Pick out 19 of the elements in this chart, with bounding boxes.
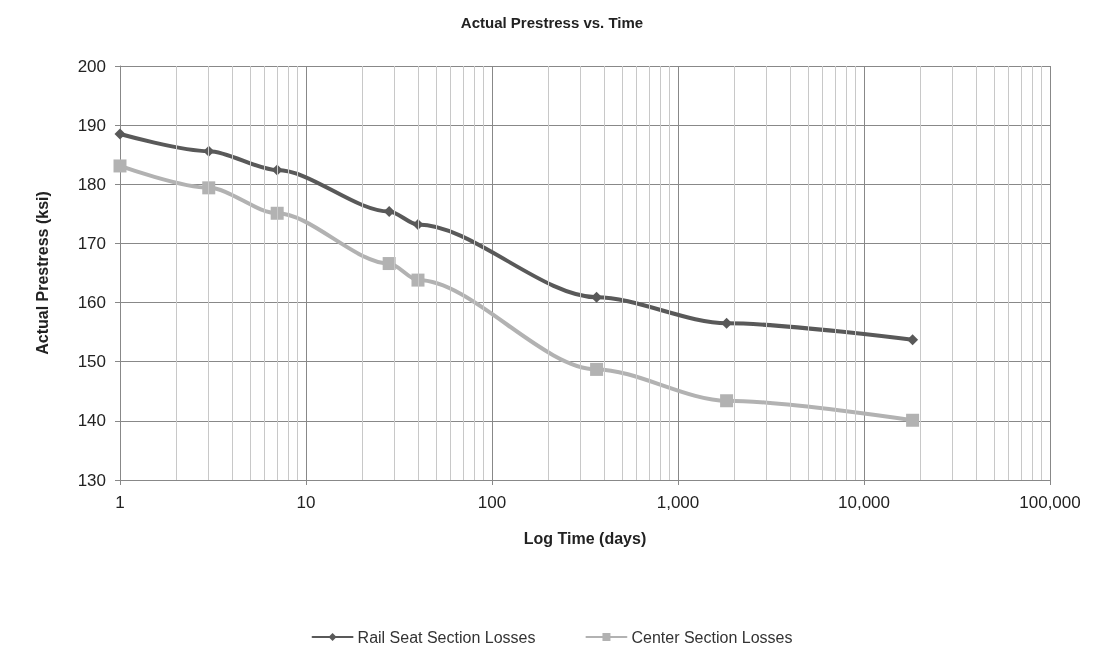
y-tick-label: 170 bbox=[77, 233, 106, 253]
x-tick-label: 100,000 bbox=[1019, 493, 1081, 512]
legend-label: Rail Seat Section Losses bbox=[357, 628, 536, 646]
y-tick-label: 160 bbox=[77, 293, 106, 313]
y-tick-label: 130 bbox=[77, 470, 106, 490]
x-tick-label: 10,000 bbox=[838, 493, 890, 512]
y-tick-label: 180 bbox=[77, 174, 106, 194]
x-tick-label: 1 bbox=[115, 493, 125, 512]
x-tick-label: 100 bbox=[477, 493, 507, 512]
x-axis-title: Log Time (days) bbox=[523, 529, 647, 547]
y-axis-title: Actual Prestress (ksi) bbox=[33, 191, 51, 355]
y-tick-label: 190 bbox=[77, 115, 106, 135]
x-tick-label: 10 bbox=[296, 493, 316, 512]
y-tick-label: 140 bbox=[77, 411, 106, 431]
x-tick-label: 1,000 bbox=[656, 493, 700, 512]
y-tick-label: 200 bbox=[77, 56, 106, 76]
y-tick-label: 150 bbox=[77, 352, 106, 372]
legend-label: Center Section Losses bbox=[631, 628, 793, 646]
chart-title: Actual Prestress vs. Time bbox=[460, 14, 644, 31]
